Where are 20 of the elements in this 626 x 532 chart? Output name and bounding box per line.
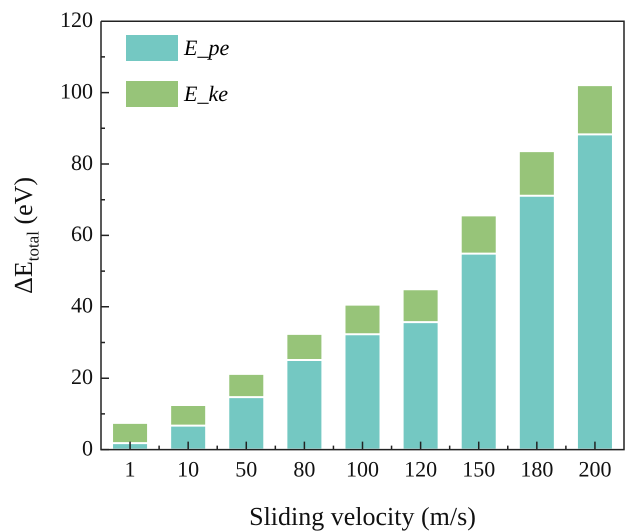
x-tick-label: 180 bbox=[520, 456, 554, 482]
x-tick-label: 1 bbox=[124, 456, 136, 482]
x-tick-label: 120 bbox=[404, 456, 438, 482]
x-tick-label: 150 bbox=[462, 456, 496, 482]
y-tick-label: 100 bbox=[60, 78, 93, 104]
legend-label: E_ke bbox=[184, 81, 228, 108]
y-tick-label: 80 bbox=[71, 150, 93, 175]
legend-label: E_pe bbox=[184, 35, 230, 62]
x-tick-label: 10 bbox=[177, 456, 200, 482]
x-tick-label: 200 bbox=[578, 456, 612, 482]
y-tick-label: 60 bbox=[71, 221, 93, 246]
y-tick-label: 120 bbox=[60, 6, 93, 32]
x-tick-label: 80 bbox=[293, 456, 316, 482]
y-tick-label: 40 bbox=[71, 292, 93, 318]
y-tick-label: 20 bbox=[71, 364, 93, 389]
y-axis-title: ΔEtotal (eV) bbox=[9, 176, 42, 294]
x-tick-label: 100 bbox=[346, 456, 379, 482]
x-axis-title: Sliding velocity (m/s) bbox=[249, 502, 476, 531]
y-tick-label: 0 bbox=[82, 435, 93, 460]
x-tick-label: 50 bbox=[235, 456, 258, 482]
